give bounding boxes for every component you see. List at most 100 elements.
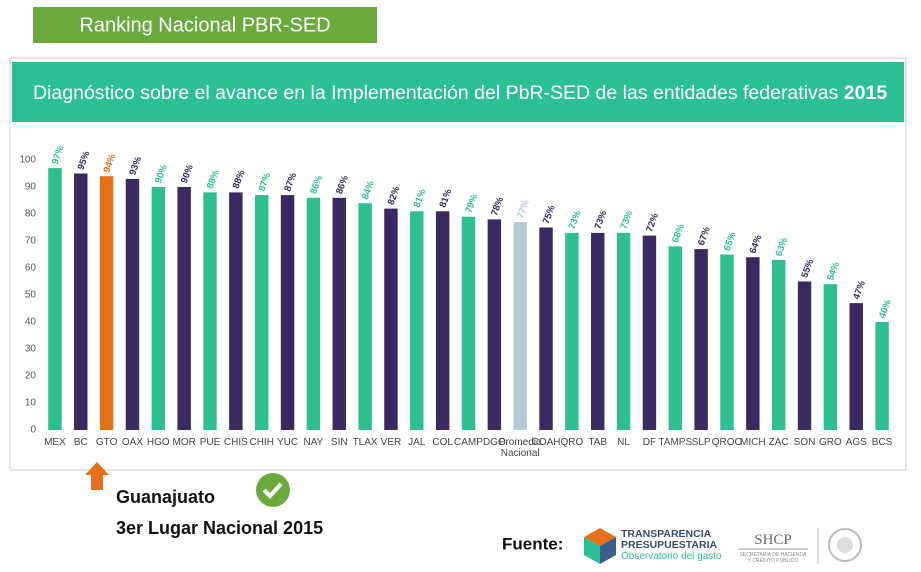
x-tick-label: SIN (330, 437, 348, 448)
x-tick-label: HGO (146, 437, 170, 448)
x-tick-label: VER (380, 437, 402, 448)
x-tick-label: PUE (199, 437, 221, 448)
logo-text: Observatorio del gasto (621, 551, 722, 562)
x-tick-label: BC (73, 437, 88, 448)
bar (591, 232, 605, 430)
x-tick-label: NL (617, 437, 630, 448)
x-tick-label: QROO (711, 437, 743, 448)
bar (487, 219, 502, 430)
x-tick-label: ZAC (768, 437, 789, 448)
bar (875, 322, 889, 430)
y-tick-label: 100 (19, 155, 36, 166)
x-tick-label: JAL (408, 437, 426, 448)
bar (306, 197, 321, 430)
bar (203, 192, 217, 430)
bar (668, 246, 683, 430)
bar (849, 303, 863, 430)
chart-title: Diagnóstico sobre el avance en la Implem… (33, 82, 887, 104)
bar (642, 235, 657, 430)
y-tick-label: 80 (25, 209, 37, 220)
bar (151, 187, 166, 430)
bar (358, 203, 372, 430)
bar (565, 232, 579, 430)
bar (254, 195, 269, 430)
source-label: Fuente: (502, 534, 563, 553)
x-tick-label: SLP (691, 437, 711, 448)
x-tick-label: MICH (740, 437, 766, 448)
x-tick-label: OAX (121, 437, 144, 448)
arrow (85, 462, 109, 490)
x-tick-label: DGO (482, 437, 506, 448)
x-tick-label: NAY (303, 437, 324, 448)
bar (797, 281, 812, 430)
y-tick-label: 0 (30, 425, 36, 436)
logo-text: TRANSPARENCIA (621, 528, 712, 540)
bar (384, 208, 398, 430)
callout-line: 3er Lugar Nacional 2015 (116, 518, 323, 538)
y-tick-label: 60 (25, 263, 37, 274)
x-tick-label: MOR (172, 437, 196, 448)
x-tick-label: QRO (560, 437, 584, 448)
x-tick-label: COL (432, 437, 453, 448)
x-tick-label: CAMP (454, 437, 483, 448)
shcp-text: SHCP (754, 532, 792, 548)
emblem (828, 528, 862, 562)
bar (823, 284, 838, 430)
x-tick-label: SON (793, 437, 816, 448)
bar (125, 178, 140, 430)
bar (694, 249, 708, 430)
bar (746, 257, 760, 430)
chart-title-text: Diagnóstico sobre el avance en la Implem… (33, 82, 839, 104)
slide-title-box (33, 7, 377, 43)
y-tick-label: 30 (25, 344, 37, 355)
x-tick-label: GRO (818, 437, 842, 448)
check-mark (262, 482, 283, 499)
x-tick-label: AGS (845, 437, 867, 448)
bar (332, 197, 346, 430)
x-tick-label: TAB (588, 437, 608, 448)
bar (410, 211, 424, 430)
chart-header (12, 62, 904, 122)
x-tick-label: COAH (531, 437, 561, 448)
bar (177, 187, 191, 430)
bar (99, 176, 114, 430)
y-tick-label: 90 (25, 182, 37, 193)
shcp-subtext: SECRETARÍA DE HACIENDA (740, 551, 808, 558)
y-tick-label: 50 (25, 290, 37, 301)
bar (229, 192, 243, 430)
shcp-subtext: Y CRÉDITO PÚBLICO (748, 557, 798, 564)
bar (771, 259, 786, 430)
logo-cube (584, 537, 600, 564)
logo-text: PRESUPUESTARIA (621, 539, 717, 551)
bar (616, 232, 631, 430)
bar (48, 168, 62, 430)
x-tick-label: TAMPS (658, 437, 693, 448)
bar (539, 227, 553, 430)
x-tick-label: CHIS (223, 437, 248, 448)
x-tick-label: YUC (276, 437, 299, 448)
bar (435, 211, 450, 430)
x-tick-label: BCS (871, 437, 893, 448)
callout-line: Guanajuato (116, 487, 215, 507)
x-tick-label: Promedio Nacional (498, 437, 542, 459)
bar (461, 216, 476, 430)
bar (280, 195, 295, 430)
y-tick-label: 10 (25, 398, 37, 409)
x-tick-label: DF (642, 437, 657, 448)
bar (720, 254, 734, 430)
emblem (837, 537, 853, 553)
bar (74, 173, 88, 430)
y-tick-label: 70 (25, 236, 37, 247)
bar (513, 222, 527, 430)
x-tick-label: GTO (95, 437, 118, 448)
logo-cube (600, 537, 616, 564)
y-tick-label: 20 (25, 371, 37, 382)
x-tick-label: MEX (44, 437, 66, 448)
slide-title: Ranking Nacional PBR-SED (79, 14, 330, 36)
x-tick-label: CHIH (249, 437, 274, 448)
y-tick-label: 40 (25, 317, 37, 328)
x-tick-label: TLAX (352, 437, 378, 448)
chart-title-year: 2015 (844, 82, 888, 104)
